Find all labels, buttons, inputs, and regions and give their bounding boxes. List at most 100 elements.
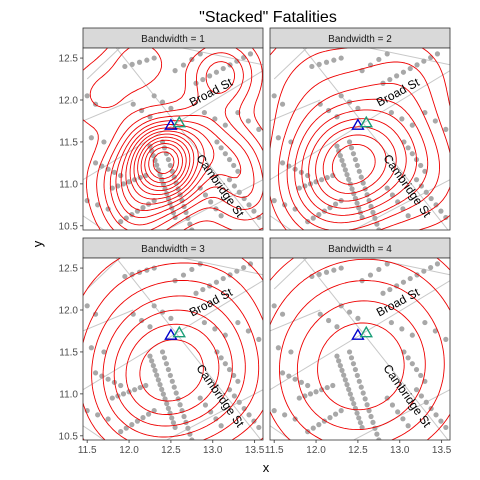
- fatality-point: [92, 160, 99, 166]
- fatality-point: [132, 387, 138, 393]
- fatality-point: [88, 135, 94, 141]
- fatality-point: [207, 73, 213, 79]
- fatality-point: [355, 315, 361, 321]
- fatality-point: [150, 363, 156, 369]
- fatality-point: [433, 412, 439, 418]
- fatality-point: [349, 396, 355, 402]
- pump-triangle-green: [172, 115, 186, 128]
- fatality-point: [372, 215, 378, 221]
- street-line: [180, 258, 263, 276]
- fatality-point: [241, 264, 247, 271]
- fatality-point: [339, 367, 345, 373]
- fatality-point: [327, 415, 333, 421]
- fatality-point: [218, 213, 224, 219]
- fatality-point: [370, 209, 376, 215]
- fatality-point: [118, 219, 124, 225]
- density-contour: [294, 98, 429, 224]
- fatality-point: [151, 93, 157, 99]
- fatality-point: [432, 328, 438, 334]
- fatality-point: [118, 172, 124, 179]
- fatality-point: [413, 177, 420, 183]
- panel-border: [269, 47, 451, 231]
- fatality-point: [231, 183, 237, 189]
- fatality-point: [359, 424, 365, 431]
- density-contour: [270, 48, 450, 230]
- fatality-point: [336, 148, 342, 154]
- fatality-point: [376, 266, 382, 273]
- fatality-point: [438, 418, 444, 424]
- fatality-point: [418, 372, 424, 379]
- fatality-point: [218, 355, 224, 361]
- fatality-point: [360, 180, 366, 186]
- fatality-point: [226, 156, 233, 163]
- fatality-point: [118, 429, 124, 435]
- fatality-point: [344, 172, 350, 178]
- fatality-point: [387, 286, 393, 293]
- street-line: [180, 48, 263, 66]
- fatality-point: [256, 126, 262, 132]
- fatality-point: [172, 68, 178, 74]
- fatality-point: [423, 189, 429, 195]
- street-line: [302, 258, 449, 440]
- fatality-point: [140, 205, 146, 211]
- fatality-point: [317, 101, 323, 107]
- fatality-point: [140, 415, 146, 421]
- fatality-point: [409, 361, 415, 367]
- fatality-point: [95, 412, 101, 418]
- fatality-point: [360, 390, 366, 396]
- y-tick-label: 12.5: [59, 264, 79, 275]
- density-contour: [125, 323, 220, 415]
- fatality-point: [298, 379, 304, 385]
- fatality-point: [296, 395, 302, 401]
- fatality-point: [256, 214, 262, 221]
- street-line: [273, 258, 308, 290]
- fatality-point: [368, 203, 374, 210]
- fatality-point: [164, 401, 170, 407]
- pump-triangle-green: [172, 325, 186, 338]
- fatality-point: [394, 73, 400, 79]
- pump-triangle-blue: [351, 118, 365, 130]
- fatality-point: [145, 411, 152, 417]
- fatality-point: [376, 227, 382, 230]
- fatality-point: [288, 349, 294, 355]
- fatality-point: [428, 195, 434, 202]
- fatality-point: [159, 386, 165, 392]
- fatality-point: [218, 423, 224, 429]
- fatality-point: [357, 420, 364, 426]
- y-tick-label: 10.5: [59, 221, 79, 232]
- fatality-point: [222, 122, 228, 128]
- fatality-point: [432, 118, 438, 124]
- fatality-point: [159, 176, 165, 182]
- facet-strip-label: Bandwidth = 4: [328, 244, 392, 255]
- street-line: [115, 258, 262, 440]
- fatality-point: [226, 366, 233, 373]
- fatality-point: [346, 309, 353, 315]
- fatality-point: [384, 261, 390, 267]
- fatality-point: [346, 349, 353, 355]
- fatality-point: [352, 366, 358, 373]
- density-contour: [83, 262, 263, 440]
- fatality-point: [356, 168, 362, 174]
- fatality-point: [319, 177, 325, 183]
- fatality-point: [159, 99, 166, 105]
- fatality-point: [400, 69, 407, 75]
- fatality-point: [180, 272, 187, 278]
- fatality-point: [173, 390, 179, 396]
- panel-border: [82, 257, 264, 441]
- fatality-point: [380, 290, 386, 296]
- fatality-point: [247, 261, 254, 267]
- fatality-point: [271, 93, 277, 99]
- fatality-point: [286, 373, 292, 379]
- fatality-point: [235, 319, 241, 326]
- fatality-point: [122, 273, 128, 280]
- fatality-point: [332, 201, 339, 207]
- fatality-point: [279, 311, 286, 317]
- fatality-point: [245, 328, 251, 334]
- density-contour: [270, 258, 450, 440]
- fatality-point: [193, 290, 199, 296]
- fatality-point: [316, 422, 322, 428]
- fatality-point: [337, 153, 343, 159]
- pump-triangle-green: [359, 115, 373, 128]
